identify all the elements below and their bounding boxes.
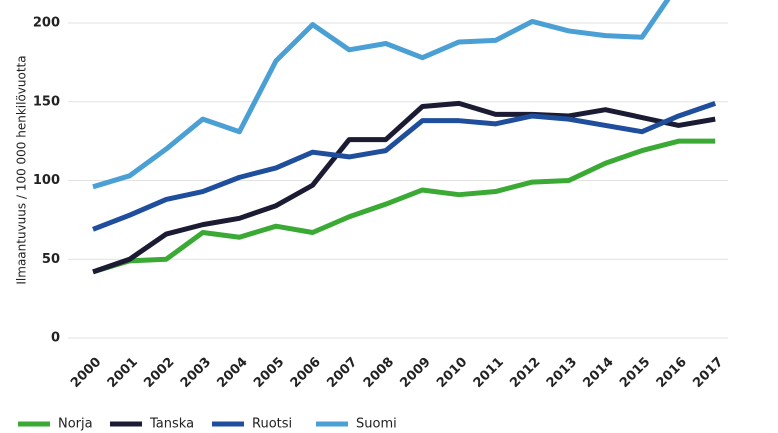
- x-tick-label: 2006: [288, 355, 324, 391]
- x-tick-label: 2003: [178, 355, 214, 391]
- y-tick-label: 200: [33, 16, 60, 31]
- x-tick-label: 2009: [398, 355, 434, 391]
- series-line: [92, 138, 716, 275]
- legend-label: Norja: [58, 417, 93, 432]
- x-tick-label: 2015: [617, 355, 653, 391]
- x-tick-label: 2012: [507, 355, 543, 391]
- x-tick-label: 2004: [215, 355, 251, 391]
- x-tick-label: 2017: [690, 355, 726, 391]
- y-tick-label: 50: [42, 252, 60, 267]
- series-line: [92, 0, 671, 190]
- y-tick-label: 100: [33, 173, 60, 188]
- y-tick-label: 0: [51, 331, 60, 346]
- x-tick-label: 2016: [654, 355, 690, 391]
- x-tick-label: 2010: [434, 355, 470, 391]
- legend-label: Ruotsi: [252, 417, 292, 432]
- y-axis-label: Ilmaantuvuus / 100 000 henkilövuotta: [15, 55, 29, 284]
- x-tick-label: 2002: [141, 355, 177, 391]
- x-tick-label: 2013: [544, 355, 580, 391]
- x-tick-label: 2011: [471, 355, 507, 391]
- series-line: [92, 100, 716, 275]
- legend-label: Suomi: [356, 417, 397, 432]
- series-line: [92, 100, 717, 232]
- x-tick-label: 2005: [251, 355, 287, 391]
- y-tick-label: 150: [33, 94, 60, 109]
- x-tick-label: 2001: [105, 355, 141, 391]
- x-tick-label: 2007: [324, 355, 360, 391]
- x-tick-label: 2000: [68, 355, 104, 391]
- x-tick-label: 2008: [361, 355, 397, 391]
- legend-label: Tanska: [149, 417, 194, 432]
- x-tick-label: 2014: [581, 355, 617, 391]
